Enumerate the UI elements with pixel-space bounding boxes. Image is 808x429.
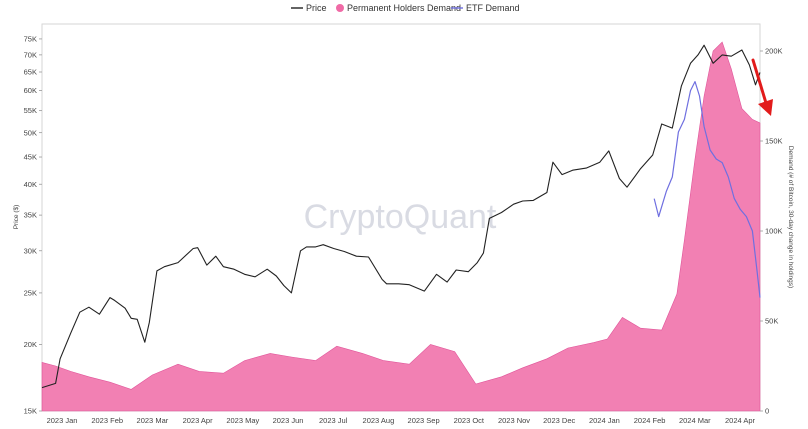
left-tick-label: 15K	[24, 407, 37, 416]
left-tick-label: 25K	[24, 289, 37, 298]
x-axis: 2023 Jan 2023 Feb 2023 Mar 2023 Apr 2023 May…	[47, 416, 756, 425]
left-tick-label: 20K	[24, 340, 37, 349]
x-tick-label: 2023 May	[226, 416, 259, 425]
left-tick-label: 55K	[24, 106, 37, 115]
right-tick-label: 100K	[765, 227, 783, 236]
x-tick-label: 2023 Jan	[47, 416, 78, 425]
permanent-holders-layer	[41, 41, 761, 412]
left-tick-label: 30K	[24, 246, 37, 255]
left-tick-label: 50K	[24, 128, 37, 137]
etf-layer	[653, 81, 761, 298]
right-tick-label: 50K	[765, 317, 778, 326]
right-tick-label: 150K	[765, 137, 783, 146]
permanent-holders-area	[41, 41, 761, 412]
x-tick-label: 2023 Nov	[498, 416, 530, 425]
x-tick-label: 2023 Feb	[91, 416, 123, 425]
x-tick-label: 2023 Aug	[363, 416, 395, 425]
x-tick-label: 2023 Mar	[137, 416, 169, 425]
legend-swatch-permanent-holders	[336, 4, 344, 12]
left-tick-label: 35K	[24, 211, 37, 220]
left-axis-title: Price ($)	[13, 205, 20, 230]
right-tick-label: 0	[765, 407, 769, 416]
legend-entry-permanent-holders: Permanent Holders Demand	[347, 3, 461, 13]
left-tick-label: 45K	[24, 153, 37, 162]
left-tick-label: 60K	[24, 86, 37, 95]
x-tick-label: 2024 Mar	[679, 416, 711, 425]
price-line	[41, 44, 761, 389]
x-tick-label: 2024 Apr	[725, 416, 756, 425]
arrow-head	[758, 99, 773, 116]
x-tick-label: 2024 Jan	[589, 416, 620, 425]
legend: Price Permanent Holders Demand ETF Deman…	[291, 3, 520, 13]
left-tick-label: 40K	[24, 180, 37, 189]
price-layer	[41, 44, 761, 389]
x-tick-label: 2023 Jul	[319, 416, 348, 425]
etf-demand-line	[653, 81, 761, 298]
x-tick-label: 2024 Feb	[634, 416, 666, 425]
right-axis-title: Demand (# of Bitcoin, 30-day change in h…	[787, 146, 794, 288]
annotation-arrow	[751, 58, 773, 116]
arrow-shaft	[751, 58, 768, 105]
right-tick-label: 200K	[765, 47, 783, 56]
left-axis: 15K 20K 25K 30K 35K 40K 45K 50K 55K 60K 65K 70K 75K	[24, 35, 42, 416]
x-tick-label: 2023 Jun	[273, 416, 304, 425]
legend-entry-etf: ETF Demand	[466, 3, 520, 13]
left-tick-label: 70K	[24, 50, 37, 59]
x-tick-label: 2023 Dec	[543, 416, 575, 425]
left-tick-label: 75K	[24, 35, 37, 44]
watermark-text: CryptoQuant	[304, 198, 497, 236]
x-tick-label: 2023 Sep	[408, 416, 440, 425]
x-tick-label: 2023 Apr	[183, 416, 214, 425]
right-axis: 0 50K 100K 150K 200K	[760, 47, 783, 416]
left-tick-label: 65K	[24, 68, 37, 77]
x-tick-label: 2023 Oct	[454, 416, 485, 425]
legend-entry-price: Price	[306, 3, 327, 13]
